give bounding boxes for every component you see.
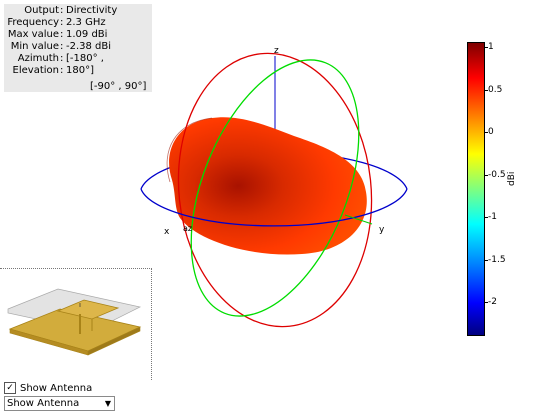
info-value: 180°] [66, 65, 94, 76]
info-label: Azimuth [17, 53, 59, 64]
info-separator: : [60, 65, 64, 76]
info-value: 2.3 GHz [66, 17, 106, 28]
antenna-model-icon [7, 288, 142, 356]
chevron-down-icon: ▼ [104, 399, 111, 408]
colorbar-tick-label: -2 [488, 297, 497, 307]
info-value: Directivity [66, 5, 118, 16]
antenna-preview-inset[interactable] [0, 268, 152, 380]
info-separator: : [60, 17, 64, 28]
info-row-frequency: Frequency : 2.3 GHz [4, 17, 152, 29]
directivity-colorbar [467, 42, 485, 336]
show-antenna-checkbox[interactable]: ✓ Show Antenna [4, 381, 92, 395]
colorbar-tick-mark [485, 90, 488, 91]
z-axis-label: z [274, 46, 279, 56]
elevation-circle-red [177, 52, 373, 328]
colorbar-tick-label: 0.5 [488, 85, 503, 95]
elevation-circle-green [190, 59, 360, 317]
colorbar-tick-label: 1 [488, 42, 494, 52]
x-axis-label: x [164, 227, 170, 237]
info-separator: : [60, 29, 64, 40]
info-value: -2.38 dBi [66, 41, 112, 52]
info-separator: : [60, 53, 64, 64]
colorbar-unit-label: dBi [507, 171, 517, 186]
colorbar-tick-label: -1.5 [488, 255, 506, 265]
info-value: 1.09 dBi [66, 29, 108, 40]
info-label: Elevation [12, 65, 59, 76]
info-value: [-180° , [66, 53, 104, 64]
show-antenna-label: Show Antenna [20, 382, 93, 394]
info-row-min-value: Min value : -2.38 dBi [4, 41, 152, 53]
pattern-info-panel: Output : Directivity Frequency : 2.3 GHz… [4, 4, 152, 92]
colorbar-tick-mark [485, 260, 488, 261]
colorbar-tick-mark [485, 47, 488, 48]
info-label: Output [24, 5, 59, 16]
info-separator: : [60, 41, 64, 52]
info-row-max-value: Max value : 1.09 dBi [4, 29, 152, 41]
info-label: Max value [7, 29, 59, 40]
radiation-pattern-surface [166, 117, 367, 255]
dropdown-selected-value: Show Antenna [7, 398, 80, 409]
azimuth-axis-label: az [183, 224, 192, 233]
checkbox-box[interactable]: ✓ [4, 382, 16, 394]
y-axis-label: y [379, 225, 385, 235]
antenna-view-dropdown[interactable]: Show Antenna ▼ [4, 396, 115, 411]
colorbar-tick-mark [485, 217, 488, 218]
colorbar-tick-mark [485, 132, 488, 133]
colorbar-tick-label: 0 [488, 127, 494, 137]
info-row-elevation: Elevation : 180°] [4, 65, 152, 77]
info-row-azimuth: Azimuth : [-180° , [4, 53, 152, 65]
info-separator: : [60, 5, 64, 16]
info-label: Min value [10, 41, 59, 52]
colorbar-tick-mark [485, 175, 488, 176]
info-label: Frequency [7, 17, 59, 28]
info-row-output: Output : Directivity [4, 5, 152, 17]
azimuth-circle-front [140, 188, 408, 227]
colorbar-tick-mark [485, 302, 488, 303]
colorbar-tick-label: -0.5 [488, 170, 506, 180]
elevation-range-text: [-90° , 90°] [90, 81, 147, 92]
colorbar-tick-label: -1 [488, 212, 497, 222]
y-axis-line [344, 214, 373, 225]
